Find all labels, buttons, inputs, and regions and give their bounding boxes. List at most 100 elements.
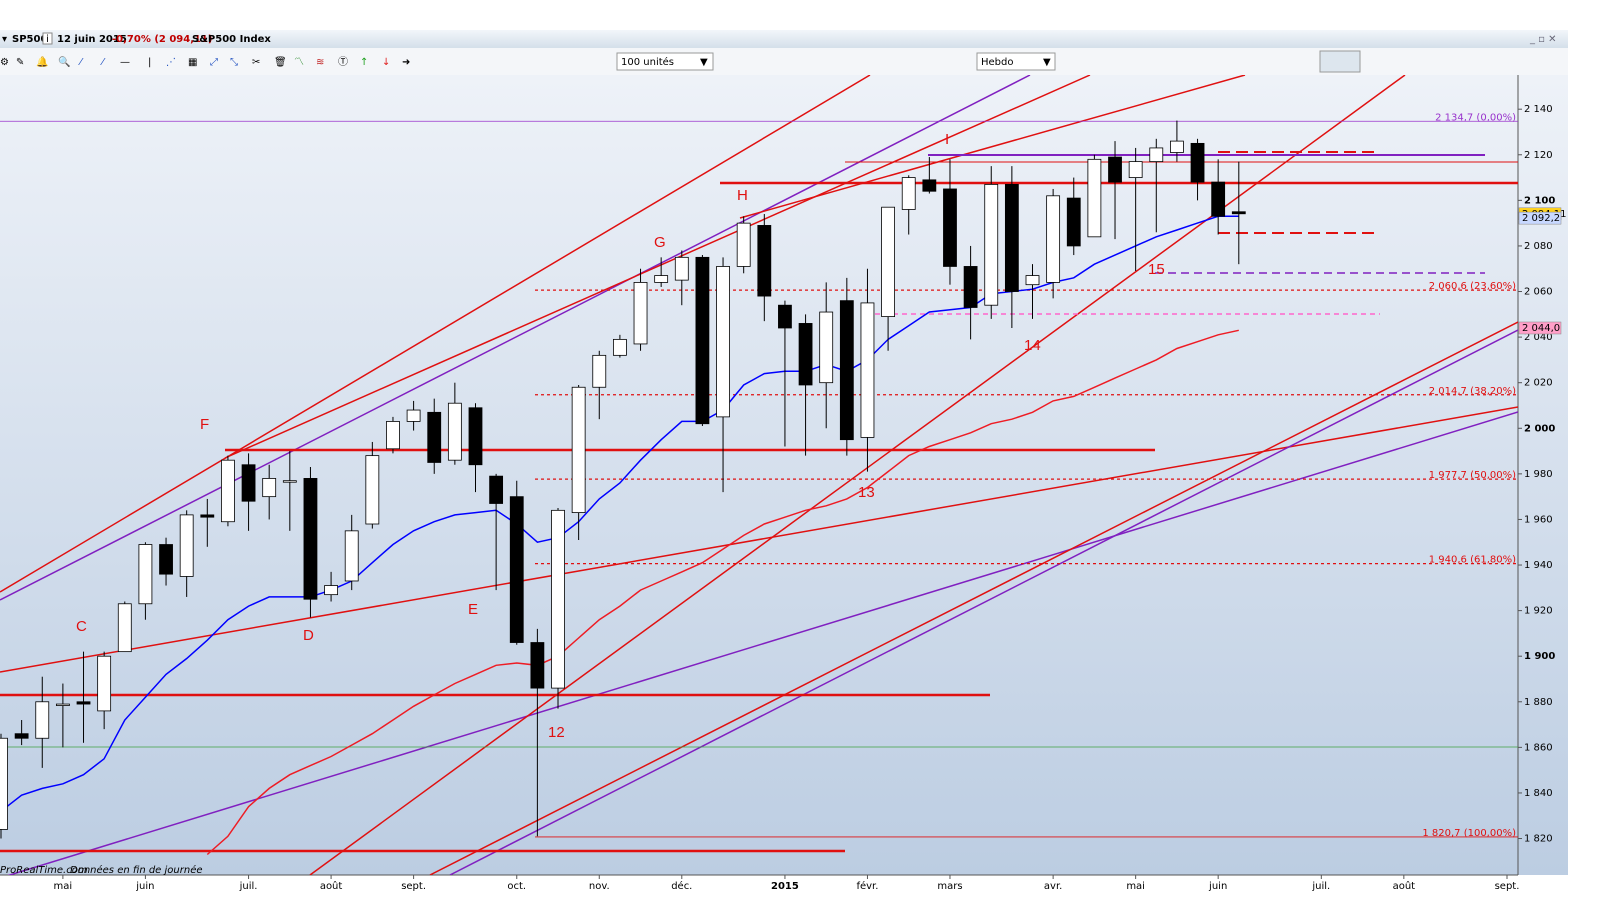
candle-body [1108,156,1122,183]
candle-body [1066,197,1081,247]
candle-body [221,459,235,523]
dropdown-arrow[interactable]: ▼ [1043,57,1051,68]
candle-body [200,514,215,518]
tool[interactable]: ↑ [360,57,368,68]
candle-body [509,496,524,643]
y-tick-label: 2 060 [1524,287,1553,298]
info-button[interactable] [42,32,53,45]
tool[interactable]: ⤢ [210,57,218,68]
candle-body [1149,147,1164,163]
tool[interactable]: 🗑 [274,56,287,68]
x-tick-label: 2015 [771,881,799,892]
candle-body [324,585,338,596]
y-tick-label: 2 080 [1524,241,1553,252]
tool[interactable]: ⁄ [100,57,106,68]
tool[interactable]: ✂ [252,57,260,68]
candle-body [881,206,895,317]
tool[interactable]: ↓ [382,57,390,68]
tool[interactable]: 〽 [294,57,304,68]
footer-source: ProRealTime.com [0,865,88,876]
annotation: 13 [858,484,875,501]
candle-body [1046,195,1061,283]
period-select[interactable] [976,52,1056,71]
y-tick-label: 1 900 [1524,651,1555,662]
tool[interactable]: — [120,57,130,68]
candle-body [757,225,772,297]
annotation: F [200,416,209,433]
candle-body [1211,181,1226,217]
info-icon[interactable]: i [46,34,49,45]
candle-body [447,402,462,461]
y-tick-label: 2 000 [1524,423,1555,434]
tool[interactable]: ➜ [402,57,410,68]
candle-body [654,275,669,283]
y-tick-label: 1 840 [1524,788,1553,799]
candle-body [35,701,50,739]
tool[interactable]: 🔍 [58,55,70,68]
annotation: 15 [1148,261,1165,278]
candle-body [1004,184,1019,292]
fib-label: 1 977,7 (50,00%) [1429,470,1516,481]
tool[interactable]: ≋ [316,57,324,68]
y-tick-label: 1 920 [1524,606,1553,617]
window-controls[interactable]: _ ▫ ✕ [1529,34,1557,45]
candle-body [427,411,442,463]
dropdown-arrow[interactable]: ▼ [700,57,708,68]
candle-body [798,323,813,386]
candle-body [468,407,483,466]
tool[interactable]: ⚙ [0,57,9,68]
candle-body [778,304,792,329]
y-tick-label: 1 960 [1524,514,1553,525]
candle-body [179,514,194,577]
price-tag [1518,211,1562,225]
x-tick-label: juin [135,881,154,892]
x-tick-label: févr. [856,880,878,892]
candle-body [819,311,834,384]
tool[interactable]: Ⓣ [338,56,348,68]
candle-body [963,266,978,308]
y-tick-label: 2 140 [1524,104,1553,115]
candle-body [530,642,545,689]
x-tick-label: mars [937,881,962,892]
indicator-button[interactable] [1319,50,1361,73]
candle-body [551,509,565,689]
candle-body [695,256,710,425]
candle-body [14,733,29,739]
candle-body [489,475,504,504]
candle-body [0,737,8,830]
tool[interactable]: 🔔 [36,56,48,68]
footer-note: Données en fin de journée [70,864,203,876]
x-tick-label: août [1393,880,1416,892]
tool[interactable]: ✎ [16,57,24,68]
candle-body [1170,140,1184,153]
fib-label: 1 940,6 (61,80%) [1429,555,1516,566]
tool[interactable]: ⋰ [166,57,176,68]
x-tick-label: mai [1126,881,1145,892]
tool[interactable]: ▦ [188,57,197,68]
y-tick-label: 1 880 [1524,697,1553,708]
candle-body [55,703,70,706]
x-tick-label: avr. [1044,881,1062,892]
drawings [0,75,1518,875]
trend-line [0,75,871,593]
tool[interactable]: ⤡ [230,57,238,68]
toolbar [0,48,1568,75]
x-tick-label: juil. [1311,881,1330,892]
fib-label: 2 134,7 (0,00%) [1435,112,1516,123]
tool[interactable]: ⁄ [78,57,84,68]
collapse-arrow[interactable]: ▾ [2,34,7,45]
series-layer [0,120,1246,856]
y-tick-label: 2 100 [1524,195,1555,206]
candle-body [716,266,730,418]
annotations: C D E F G H I 12 13 14 15 [76,131,1165,741]
candle-body [1025,275,1040,286]
tool[interactable]: | [148,57,151,68]
annotation: C [76,618,87,635]
candle-body [984,184,999,306]
moving-average [206,329,1239,856]
units-select[interactable] [616,52,714,71]
candle-body [571,386,586,514]
candle-body [592,354,607,388]
fib-label: 2 060,6 (23,60%) [1429,281,1516,292]
x-tick-label: oct. [507,881,526,892]
